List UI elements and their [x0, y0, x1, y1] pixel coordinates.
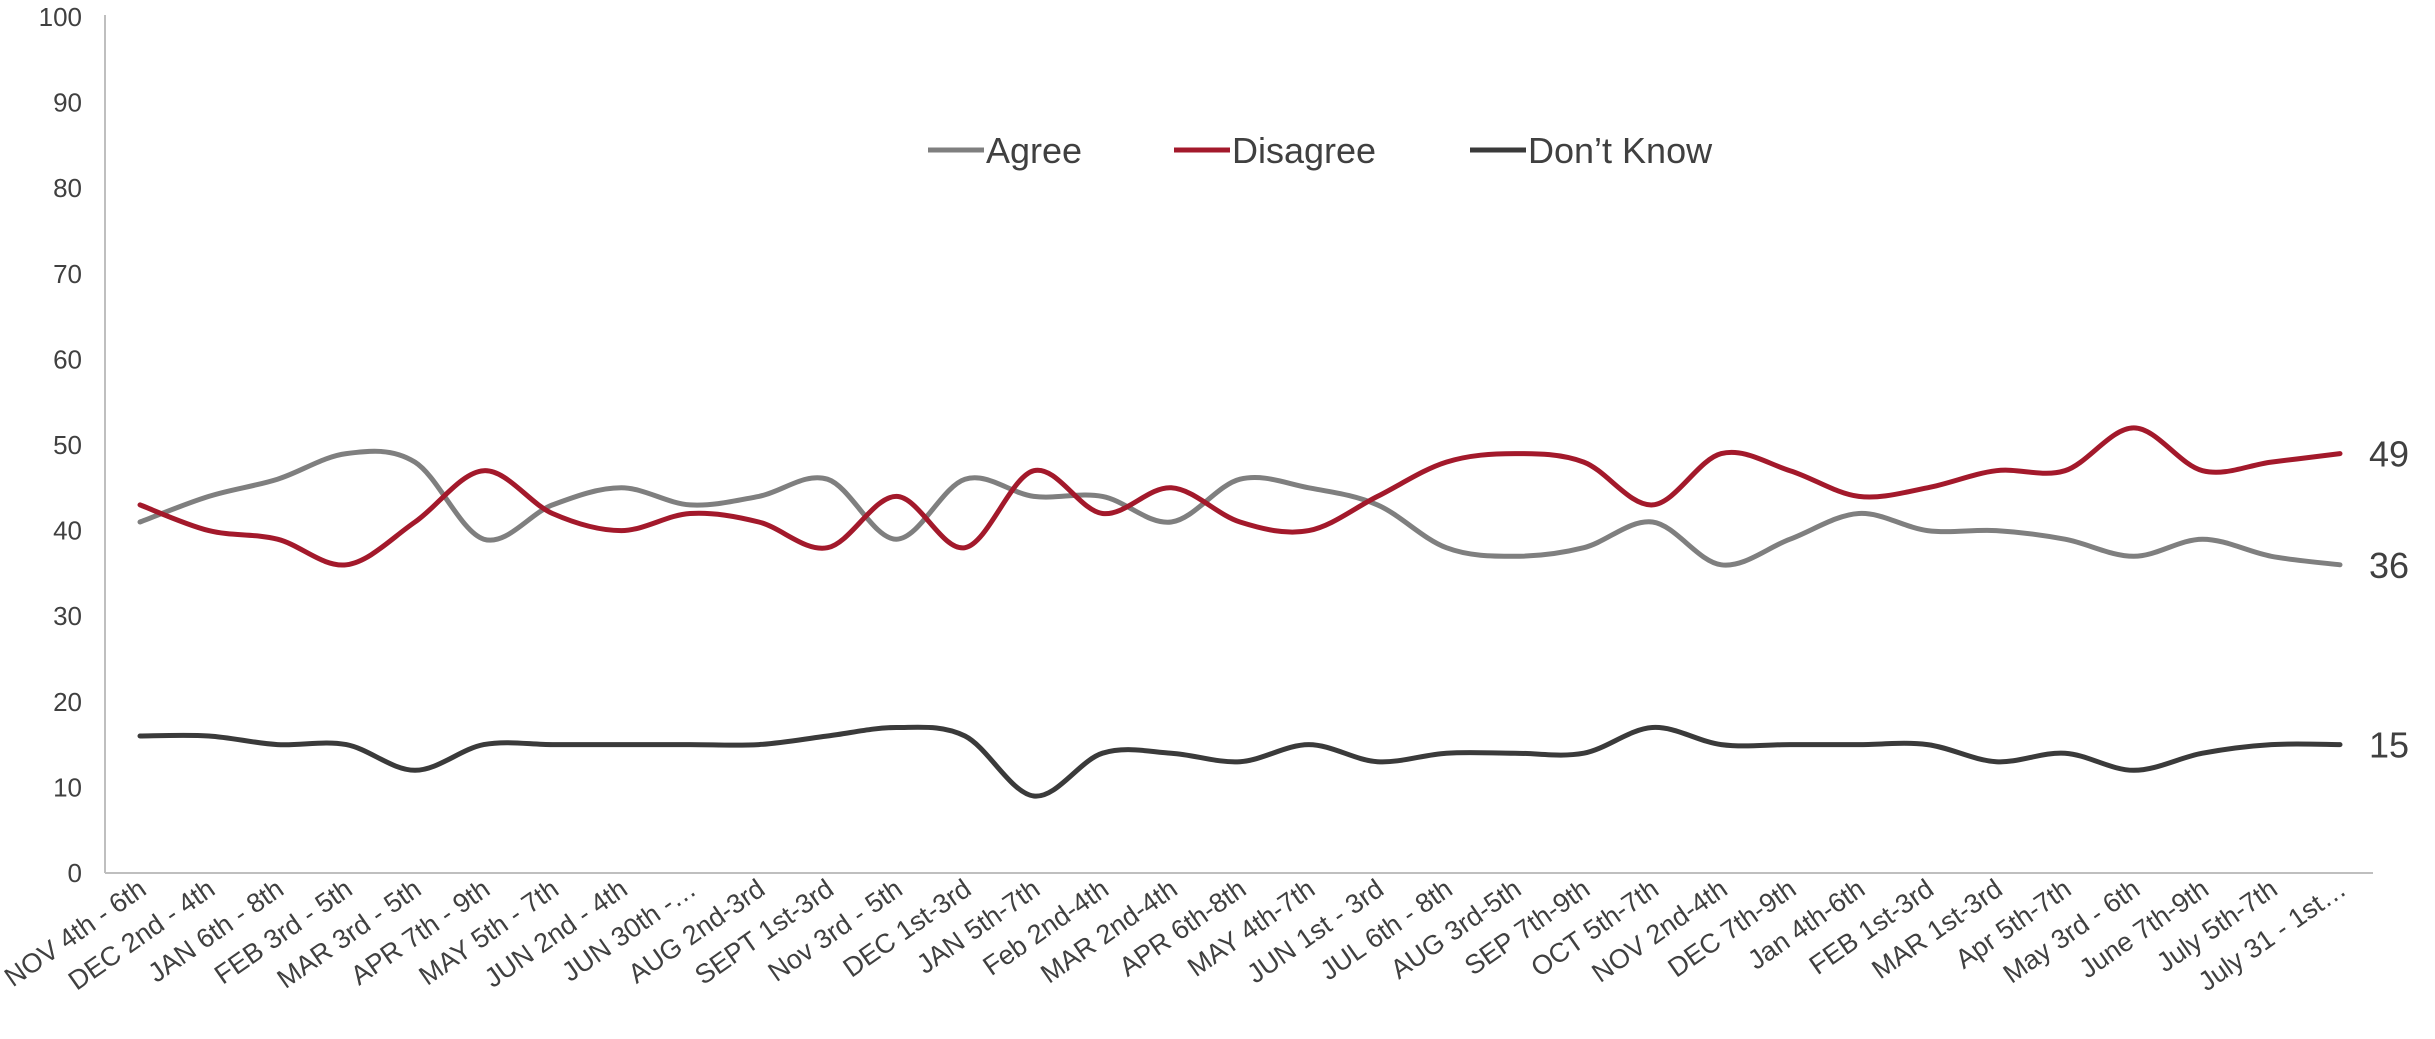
- legend-label: Agree: [986, 130, 1082, 171]
- y-tick-label: 70: [53, 259, 82, 289]
- legend-label: Don’t Know: [1528, 130, 1713, 171]
- end-labels: 36 49 15: [2369, 434, 2409, 766]
- axes: [104, 15, 2373, 874]
- legend: Agree Disagree Don’t Know: [928, 130, 1713, 171]
- series-layer: [137, 425, 2343, 799]
- y-tick-label: 80: [53, 173, 82, 203]
- series-line-dont-know: [137, 724, 2343, 799]
- y-tick-label: 0: [68, 858, 82, 888]
- y-tick-label: 90: [53, 88, 82, 118]
- y-tick-label: 10: [53, 772, 82, 802]
- legend-label: Disagree: [1232, 130, 1376, 171]
- y-tick-label: 100: [39, 2, 82, 32]
- y-tick-label: 40: [53, 516, 82, 546]
- y-tick-label: 30: [53, 601, 82, 631]
- y-tick-labels: 0 10 20 30 40 50 60 70 80 90 100: [39, 2, 82, 888]
- end-value-label: 36: [2369, 545, 2409, 586]
- series-line-disagree: [137, 425, 2343, 568]
- y-tick-label: 60: [53, 344, 82, 374]
- y-tick-label: 50: [53, 430, 82, 460]
- end-value-label: 15: [2369, 725, 2409, 766]
- y-tick-label: 20: [53, 687, 82, 717]
- series-line-agree: [137, 448, 2343, 568]
- end-value-label: 49: [2369, 434, 2409, 475]
